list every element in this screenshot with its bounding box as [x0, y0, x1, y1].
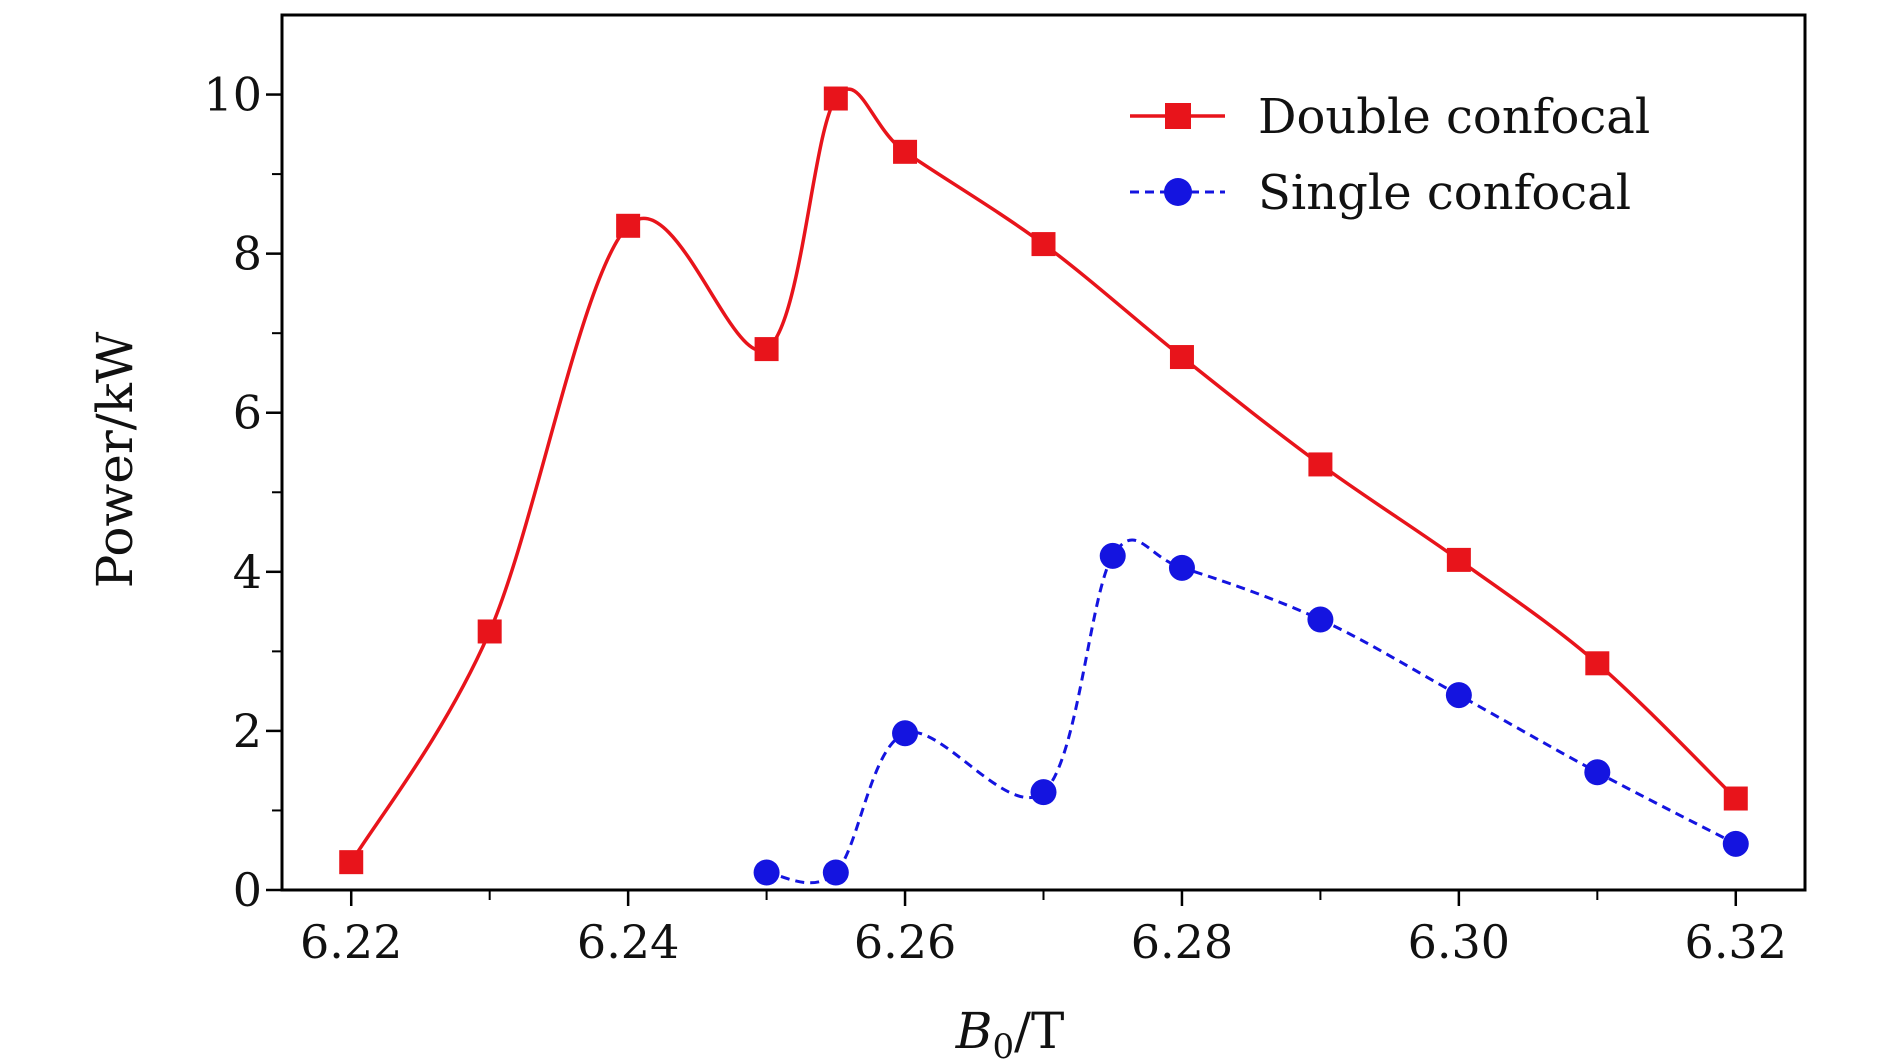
ticks-layer [266, 93, 1738, 906]
data-point [616, 213, 641, 238]
data-point [754, 337, 779, 362]
data-point [753, 859, 780, 886]
data-point [1169, 345, 1194, 370]
legend: Double confocal Single confocal [1130, 89, 1650, 221]
y-tick-label: 4 [233, 545, 262, 599]
y-tick-label: 8 [233, 227, 262, 281]
data-point [892, 720, 919, 747]
data-point [1723, 786, 1748, 811]
y-tick-label: 10 [203, 68, 262, 122]
x-axis-subscript: 0 [992, 1027, 1014, 1063]
legend-label-double: Double confocal [1258, 89, 1650, 145]
x-axis-symbol: B [955, 1002, 993, 1060]
data-point [822, 859, 849, 886]
x-tick-labels: 6.22 6.24 6.26 6.28 6.30 6.32 [300, 915, 1787, 969]
series-single-confocal [753, 538, 1749, 886]
data-point [1446, 547, 1471, 572]
series-double-confocal [339, 86, 1748, 875]
data-point [1584, 759, 1611, 786]
x-tick-label: 6.28 [1131, 915, 1233, 969]
x-tick-label: 6.24 [577, 915, 679, 969]
data-point [339, 850, 364, 875]
data-point [477, 619, 502, 644]
x-tick-label: 6.30 [1408, 915, 1510, 969]
data-point [1099, 542, 1126, 569]
legend-label-single: Single confocal [1258, 165, 1631, 221]
x-tick-label: 6.26 [854, 915, 956, 969]
series-layer [339, 86, 1749, 886]
y-tick-label: 0 [233, 863, 262, 917]
y-tick-labels: 0 2 4 6 8 10 [203, 68, 262, 917]
data-point [1030, 779, 1057, 806]
data-point [1585, 651, 1610, 676]
x-axis-unit: /T [1014, 1002, 1064, 1060]
data-point [1722, 830, 1749, 857]
plot-frame [280, 13, 1807, 892]
legend-marker-single [1164, 178, 1192, 206]
x-axis-title: B0/T [955, 1002, 1065, 1063]
x-tick-label: 6.32 [1685, 915, 1787, 969]
data-point [1168, 554, 1195, 581]
y-tick-label: 2 [233, 704, 262, 758]
data-point [823, 86, 848, 111]
data-point [1307, 606, 1334, 633]
data-point [1031, 232, 1056, 257]
y-axis-title: Power/kW [86, 331, 144, 588]
y-tick-label: 6 [233, 386, 262, 440]
data-point [1308, 452, 1333, 477]
data-point [1445, 682, 1472, 709]
data-point [893, 139, 918, 164]
series-line [766, 538, 1737, 885]
legend-marker-double [1165, 103, 1191, 129]
x-tick-label: 6.22 [300, 915, 402, 969]
